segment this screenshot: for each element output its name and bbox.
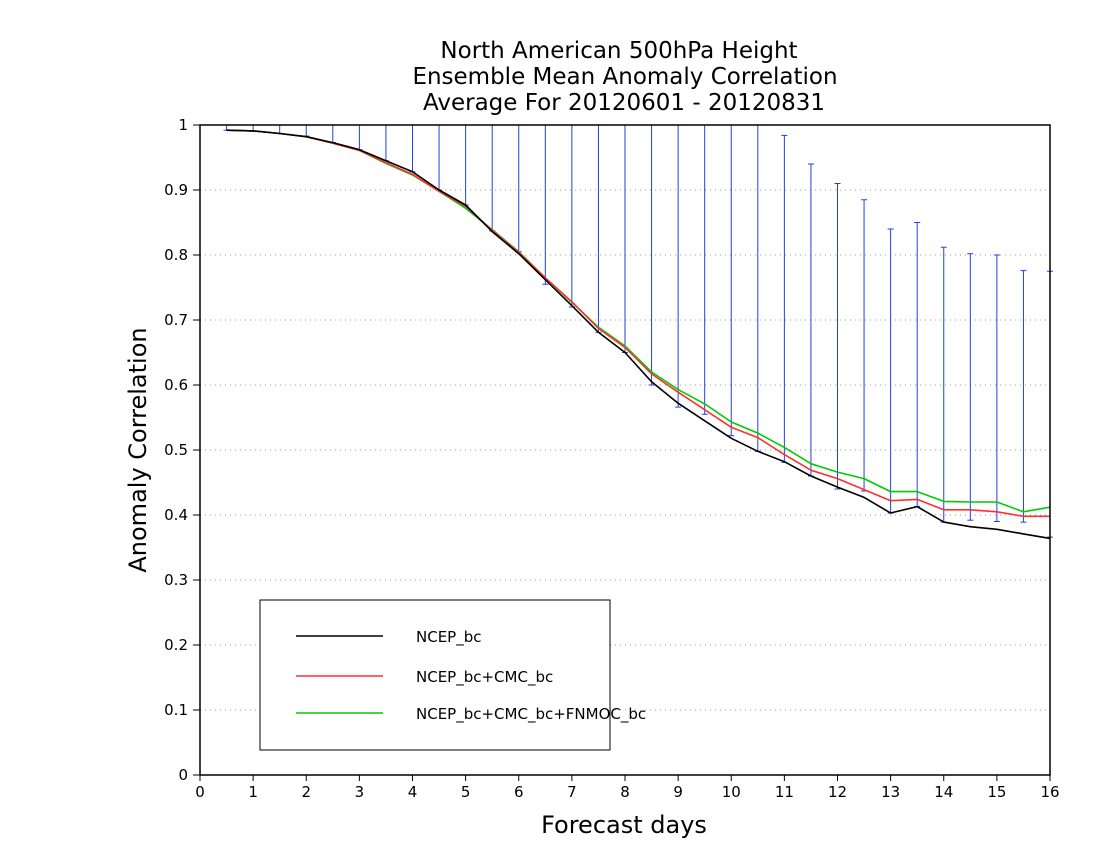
y-tick-label-0: 0 bbox=[178, 766, 188, 784]
x-tick-label-10: 10 bbox=[722, 783, 741, 801]
y-tick-label-2: 0.2 bbox=[164, 636, 188, 654]
error-bar-17 bbox=[675, 124, 682, 408]
y-tick-label-4: 0.4 bbox=[164, 506, 188, 524]
x-tick-label-13: 13 bbox=[881, 783, 900, 801]
x-tick-label-15: 15 bbox=[987, 783, 1006, 801]
error-bar-8 bbox=[436, 124, 443, 191]
error-bar-28 bbox=[967, 253, 974, 521]
legend-label-0: NCEP_bc bbox=[416, 628, 482, 647]
x-tick-label-14: 14 bbox=[934, 783, 953, 801]
error-bar-0 bbox=[223, 124, 230, 131]
y-tick-label-8: 0.8 bbox=[164, 246, 188, 264]
error-bar-24 bbox=[861, 199, 868, 492]
y-tick-label-7: 0.7 bbox=[164, 311, 188, 329]
error-bars bbox=[223, 124, 1053, 538]
error-bar-22 bbox=[807, 163, 814, 477]
series-line-1 bbox=[226, 129, 1050, 518]
error-bar-7 bbox=[409, 124, 416, 173]
x-tick-label-1: 1 bbox=[248, 783, 258, 801]
error-bar-16 bbox=[648, 124, 655, 386]
y-tick-label-9: 0.9 bbox=[164, 181, 188, 199]
x-tick-label-3: 3 bbox=[355, 783, 365, 801]
legend-label-2: NCEP_bc+CMC_bc+FNMOC_bc bbox=[416, 705, 646, 724]
x-tick-label-2: 2 bbox=[301, 783, 311, 801]
error-bar-6 bbox=[382, 124, 389, 162]
error-bar-5 bbox=[356, 124, 363, 151]
x-tick-label-11: 11 bbox=[775, 783, 794, 801]
legend: NCEP_bc NCEP_bc+CMC_bc NCEP_bc+CMC_bc+FNMO… bbox=[259, 599, 646, 751]
x-tick-label-6: 6 bbox=[514, 783, 524, 801]
legend-item-1: NCEP_bc+CMC_bc bbox=[296, 668, 553, 687]
chart-title-line-2: Ensemble Mean Anomaly Correlation bbox=[412, 64, 837, 90]
chart-title-line-1: North American 500hPa Height bbox=[440, 38, 797, 64]
error-bar-11 bbox=[515, 124, 522, 253]
x-tick-label-0: 0 bbox=[195, 783, 205, 801]
error-bar-3 bbox=[303, 124, 310, 137]
error-bar-29 bbox=[993, 254, 1000, 522]
y-tick-label-10: 1 bbox=[178, 116, 188, 134]
y-tick-label-6: 0.6 bbox=[164, 376, 188, 394]
error-bar-30 bbox=[1020, 270, 1027, 523]
error-bar-21 bbox=[781, 134, 788, 463]
y-axis-ticks: 0 0.1 0.2 0.3 0.4 0.5 0.6 0.7 0.8 0.9 1 bbox=[164, 116, 200, 784]
error-bar-10 bbox=[489, 124, 496, 232]
error-bar-2 bbox=[276, 124, 283, 134]
x-tick-label-9: 9 bbox=[673, 783, 683, 801]
x-tick-label-12: 12 bbox=[828, 783, 847, 801]
error-bar-23 bbox=[834, 183, 841, 490]
y-axis-label: Anomaly Correlation bbox=[124, 327, 152, 572]
legend-box bbox=[259, 599, 611, 751]
error-bar-26 bbox=[914, 222, 921, 508]
x-axis-ticks: 0 1 2 3 4 5 6 7 8 9 10 11 12 13 14 15 16 bbox=[195, 775, 1060, 801]
x-tick-label-5: 5 bbox=[461, 783, 471, 801]
error-bar-18 bbox=[701, 124, 708, 415]
y-tick-label-5: 0.5 bbox=[164, 441, 188, 459]
error-bar-14 bbox=[595, 124, 602, 333]
error-bar-4 bbox=[329, 124, 336, 144]
error-bar-9 bbox=[462, 124, 469, 206]
error-bar-12 bbox=[542, 124, 549, 285]
legend-item-2: NCEP_bc+CMC_bc+FNMOC_bc bbox=[296, 705, 646, 724]
chart-title: North American 500hPa Height Ensemble Me… bbox=[412, 38, 837, 116]
error-bar-15 bbox=[622, 124, 628, 353]
x-tick-label-8: 8 bbox=[620, 783, 630, 801]
error-bar-20 bbox=[754, 124, 761, 452]
x-tick-label-7: 7 bbox=[567, 783, 577, 801]
series-line-2 bbox=[226, 129, 1051, 513]
y-tick-label-1: 0.1 bbox=[164, 701, 188, 719]
x-tick-label-4: 4 bbox=[408, 783, 418, 801]
chart-title-line-3: Average For 20120601 - 20120831 bbox=[423, 90, 825, 116]
x-axis-label: Forecast days bbox=[541, 811, 707, 839]
x-tick-label-16: 16 bbox=[1040, 783, 1059, 801]
legend-item-0: NCEP_bc bbox=[296, 628, 482, 647]
series-line-0 bbox=[226, 129, 1051, 540]
error-bar-25 bbox=[887, 228, 894, 514]
error-bar-13 bbox=[568, 124, 575, 308]
error-bar-19 bbox=[728, 124, 735, 437]
y-tick-label-3: 0.3 bbox=[164, 571, 188, 589]
legend-label-1: NCEP_bc+CMC_bc bbox=[416, 668, 553, 687]
series-lines bbox=[226, 129, 1051, 540]
